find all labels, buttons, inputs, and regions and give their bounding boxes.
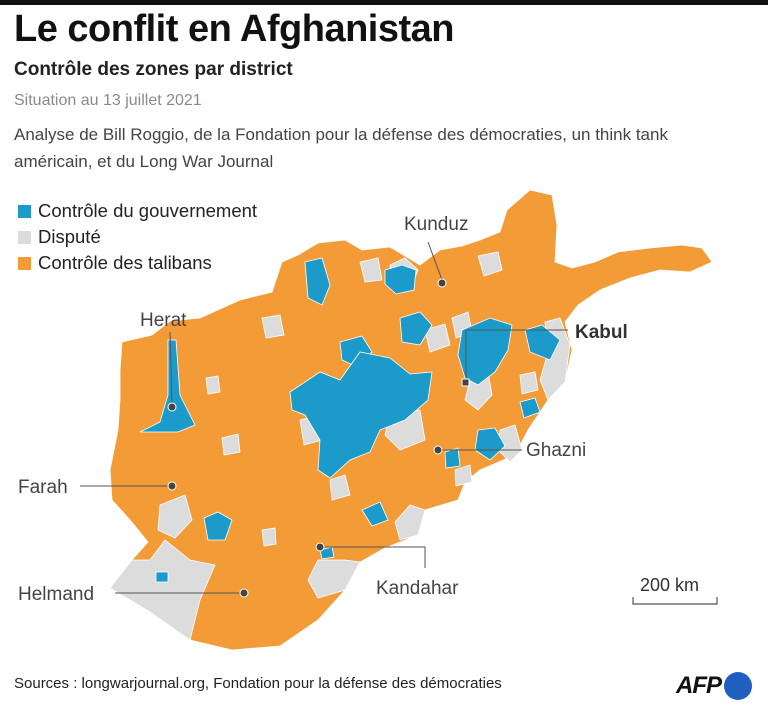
label-helmand: Helmand — [18, 584, 94, 605]
analysis-description: Analyse de Bill Roggio, de la Fondation … — [14, 125, 668, 171]
scale-bar: 200 km — [632, 575, 718, 605]
kandahar-marker — [315, 542, 325, 552]
page-title: Le conflit en Afghanistan — [14, 8, 455, 50]
kabul-marker — [461, 378, 470, 387]
top-rule — [0, 0, 768, 5]
label-kandahar: Kandahar — [376, 578, 459, 599]
city-leaders — [80, 241, 568, 594]
afp-logo: AFP — [676, 672, 752, 700]
scale-label: 200 km — [640, 575, 699, 595]
afp-logo-dot — [724, 672, 752, 700]
label-farah: Farah — [18, 477, 68, 498]
legend-label-government: Contrôle du gouvernement — [38, 200, 258, 221]
legend-item-disputed: Disputé — [18, 224, 257, 250]
herat-marker — [167, 402, 177, 412]
sources-note: Sources : longwarjournal.org, Fondation … — [14, 675, 502, 692]
label-ghazni: Ghazni — [526, 440, 586, 461]
city-markers — [167, 278, 470, 598]
legend-label-taliban: Contrôle des talibans — [38, 252, 212, 273]
label-kabul: Kabul — [575, 322, 628, 343]
situation-date: Situation au 13 juillet 2021 — [14, 92, 202, 109]
page-subtitle: Contrôle des zones par district — [14, 59, 293, 80]
legend-item-taliban: Contrôle des talibans — [18, 250, 257, 276]
ghazni-marker — [433, 445, 443, 455]
government-districts — [139, 257, 561, 583]
afp-logo-text: AFP — [676, 672, 722, 699]
map-legend: Contrôle du gouvernement Disputé Contrôl… — [18, 198, 257, 276]
legend-label-disputed: Disputé — [38, 226, 101, 247]
label-herat: Herat — [140, 310, 187, 331]
legend-swatch-government — [18, 204, 31, 218]
legend-item-government: Contrôle du gouvernement — [18, 198, 257, 224]
kunduz-marker — [437, 278, 447, 288]
legend-swatch-taliban — [18, 256, 31, 270]
label-kunduz: Kunduz — [404, 214, 468, 235]
helmand-marker — [239, 588, 249, 598]
farah-marker — [167, 481, 177, 491]
legend-swatch-disputed — [18, 230, 31, 244]
